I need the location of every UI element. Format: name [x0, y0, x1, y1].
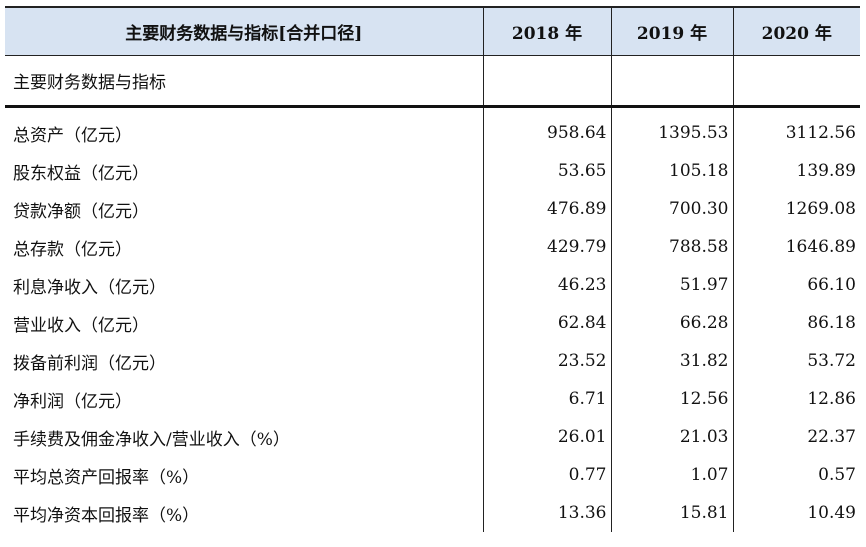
row-label: 营业收入（亿元）: [13, 315, 149, 336]
value-2020: 3112.56: [732, 106, 860, 152]
value-2020: 10.49: [732, 494, 860, 532]
table-row: 股东权益（亿元） 53.65 105.18 139.89: [5, 152, 860, 190]
table-row: 平均总资产回报率（%） 0.77 1.07 0.57: [5, 456, 860, 494]
table-row: 手续费及佣金净收入/营业收入（%） 26.01 21.03 22.37: [5, 418, 860, 456]
header-indicator: 主要财务数据与指标[合并口径]: [5, 6, 483, 56]
section-row: 主要财务数据与指标: [5, 55, 860, 108]
value-2018: 62.84: [482, 304, 611, 342]
value-2018: 13.36: [482, 494, 611, 532]
value-2020: 12.86: [732, 380, 860, 418]
financial-data-table: 主要财务数据与指标[合并口径] 2018 年 2019 年 2020 年 主要财…: [5, 6, 860, 532]
row-label: 拨备前利润（亿元）: [13, 353, 166, 374]
section-empty-cell: [482, 55, 611, 108]
section-empty-cell: [610, 55, 733, 108]
value-2018: 6.71: [482, 380, 611, 418]
value-2020: 139.89: [732, 152, 860, 190]
value-2020: 53.72: [732, 342, 860, 380]
row-label: 总资产（亿元）: [13, 125, 132, 146]
value-2019: 51.97: [610, 266, 733, 304]
table-row: 平均净资本回报率（%） 13.36 15.81 10.49: [5, 494, 860, 532]
financial-table-container: 主要财务数据与指标[合并口径] 2018 年 2019 年 2020 年 主要财…: [5, 6, 860, 532]
value-2019: 21.03: [610, 418, 733, 456]
section-label: 主要财务数据与指标: [5, 55, 483, 108]
table-row: 总资产（亿元） 958.64 1395.53 3112.56: [5, 106, 860, 152]
value-2020: 1646.89: [732, 228, 860, 266]
value-2019: 105.18: [610, 152, 733, 190]
value-2019: 12.56: [610, 380, 733, 418]
value-2020: 66.10: [732, 266, 860, 304]
value-2018: 429.79: [482, 228, 611, 266]
row-label: 平均总资产回报率（%）: [13, 467, 200, 488]
header-2019: 2019 年: [610, 6, 733, 56]
value-2018: 23.52: [482, 342, 611, 380]
value-2020: 0.57: [732, 456, 860, 494]
table-header: 主要财务数据与指标[合并口径] 2018 年 2019 年 2020 年: [5, 6, 860, 56]
row-label: 平均净资本回报率（%）: [13, 505, 200, 526]
value-2019: 66.28: [610, 304, 733, 342]
value-2018: 958.64: [482, 106, 611, 152]
row-label: 手续费及佣金净收入/营业收入（%）: [13, 429, 290, 450]
table-row: 贷款净额（亿元） 476.89 700.30 1269.08: [5, 190, 860, 228]
table-body: 主要财务数据与指标 总资产（亿元） 958.64 1395.53 3112.56 股东权…: [5, 55, 860, 532]
table-row: 拨备前利润（亿元） 23.52 31.82 53.72: [5, 342, 860, 380]
value-2020: 1269.08: [732, 190, 860, 228]
value-2018: 53.65: [482, 152, 611, 190]
value-2019: 31.82: [610, 342, 733, 380]
value-2019: 700.30: [610, 190, 733, 228]
value-2020: 86.18: [732, 304, 860, 342]
row-label: 净利润（亿元）: [13, 391, 132, 412]
value-2018: 26.01: [482, 418, 611, 456]
row-label: 利息净收入（亿元）: [13, 277, 166, 298]
value-2020: 22.37: [732, 418, 860, 456]
value-2019: 788.58: [610, 228, 733, 266]
value-2019: 1395.53: [610, 106, 733, 152]
row-label: 总存款（亿元）: [13, 239, 132, 260]
table-row: 利息净收入（亿元） 46.23 51.97 66.10: [5, 266, 860, 304]
table-row: 总存款（亿元） 429.79 788.58 1646.89: [5, 228, 860, 266]
value-2019: 1.07: [610, 456, 733, 494]
value-2018: 476.89: [482, 190, 611, 228]
header-2018: 2018 年: [482, 6, 611, 56]
header-row: 主要财务数据与指标[合并口径] 2018 年 2019 年 2020 年: [5, 6, 860, 56]
row-label: 股东权益（亿元）: [13, 163, 149, 184]
value-2019: 15.81: [610, 494, 733, 532]
table-row: 净利润（亿元） 6.71 12.56 12.86: [5, 380, 860, 418]
value-2018: 46.23: [482, 266, 611, 304]
section-empty-cell: [732, 55, 860, 108]
header-2020: 2020 年: [732, 6, 860, 56]
row-label: 贷款净额（亿元）: [13, 201, 149, 222]
table-row: 营业收入（亿元） 62.84 66.28 86.18: [5, 304, 860, 342]
value-2018: 0.77: [482, 456, 611, 494]
